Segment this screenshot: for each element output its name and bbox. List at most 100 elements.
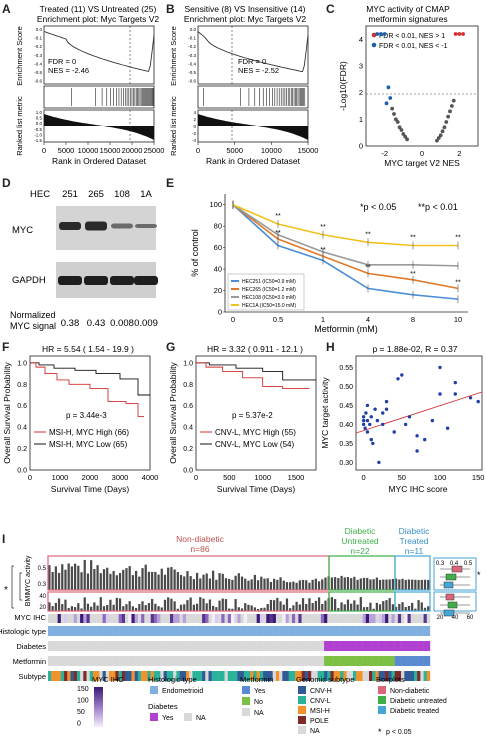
ytick-label: 0.2 (17, 446, 27, 453)
ytick-label: 80 (214, 222, 222, 231)
subtype-cell (157, 671, 161, 681)
myc-activity-bar (77, 565, 80, 590)
myc-activity-bar (163, 574, 167, 590)
diabetes-cell (394, 641, 399, 651)
panel-i-group2-n: n=22 (350, 546, 369, 556)
bmi-bar (96, 605, 99, 611)
hist-cell (128, 626, 132, 636)
ytick-label: 0.30 (339, 460, 353, 467)
ihc-cell (240, 614, 245, 623)
metformin-cell (86, 656, 90, 666)
ihc-cell (105, 614, 110, 623)
subtype-cell (388, 671, 392, 681)
subtype-cell (314, 671, 318, 681)
diabetes-cell (86, 641, 90, 651)
subtype-cell (420, 671, 424, 681)
subtype-cell (54, 671, 58, 681)
hist-cell (336, 626, 341, 636)
hist-cell (131, 626, 135, 636)
diabetes-cell (311, 641, 315, 651)
ihc-cell (112, 614, 116, 623)
bmi-bar (154, 603, 157, 611)
hist-cell (121, 626, 126, 636)
ytick-label: 0.0 (17, 468, 27, 475)
ihc-cell (163, 614, 167, 623)
panel-i-group1-n: n=86 (190, 544, 209, 554)
panel-i-leg-ihc-title: MYC IHC (92, 675, 124, 684)
subtype-cell (269, 671, 273, 681)
myc-activity-bar (128, 566, 131, 590)
myc-activity-bar (54, 566, 57, 590)
hist-cell (378, 626, 383, 636)
metformin-cell (288, 656, 293, 666)
scatter-point (379, 32, 383, 36)
scatter-point (364, 411, 368, 415)
bmi-bar (285, 598, 289, 611)
hist-cell (349, 626, 354, 636)
panel-i-star-left: * (4, 585, 8, 596)
hist-cell (227, 626, 232, 636)
panel-b-title1: Sensitive (8) VS Insensitive (14) (185, 4, 306, 14)
subtype-cell (208, 671, 212, 681)
metformin-cell (137, 656, 142, 666)
bmi-bar (279, 601, 282, 611)
myc-activity-bar (234, 575, 237, 590)
diabetes-cell (192, 641, 196, 651)
myc-activity-bar (276, 579, 279, 590)
ytick-label: 20 (39, 605, 46, 611)
bmi-bar (330, 597, 334, 611)
panel-i-group2b: Untreated (341, 536, 379, 546)
hist-cell (250, 626, 254, 636)
myc-band (111, 223, 133, 229)
scatter-point (461, 32, 465, 36)
diabetes-cell (391, 641, 395, 651)
ytick-label: 0.4 (17, 425, 27, 432)
hist-cell (410, 626, 415, 636)
metformin-cell (247, 656, 251, 666)
xtick-label: 2 (457, 149, 461, 158)
ihc-cell (375, 614, 379, 623)
subtype-cell (413, 671, 418, 681)
bmi-bar (86, 603, 90, 611)
ytick-label: 40 (214, 265, 222, 274)
panel-b-ylabel-bottom: Ranked list metric (169, 96, 178, 156)
myc-activity-bar (237, 573, 240, 590)
subtype-cell (362, 671, 366, 681)
scatter-point (445, 426, 450, 430)
subtype-cell (99, 671, 103, 681)
metformin-cell (352, 656, 357, 666)
bmi-bar (147, 603, 151, 611)
diabetes-cell (320, 641, 325, 651)
bmi-bar (51, 606, 54, 611)
panel-i-leg-hist-item: Endometrioid (162, 688, 203, 695)
myc-activity-bar (346, 577, 350, 590)
ytick-label: 0.35 (339, 441, 353, 448)
diabetes-cell (105, 641, 110, 651)
box-legend-swatch (378, 686, 386, 694)
myc-activity-bar (337, 578, 340, 590)
hist-cell (67, 626, 71, 636)
scatter-point (448, 109, 452, 114)
ihc-cell (385, 614, 389, 623)
diabetes-cell (64, 641, 68, 651)
subtype-cell (243, 671, 248, 681)
track-label: Histologic type (0, 627, 46, 636)
scatter-point (396, 377, 400, 381)
myc-activity-bar (385, 579, 388, 590)
hist-cell (160, 626, 164, 636)
scatter-point (453, 392, 457, 396)
diabetes-cell (417, 641, 421, 651)
subtype-cell (385, 671, 389, 681)
ihc-cell (256, 614, 261, 623)
subtype-cell (359, 671, 363, 681)
myc-activity-bar (70, 566, 74, 590)
subtype-cell (247, 671, 251, 681)
subtype-cell (330, 671, 334, 681)
hist-cell (186, 626, 190, 636)
bmi-bar (346, 599, 350, 611)
hist-cell (147, 626, 151, 636)
ihc-cell (70, 614, 74, 623)
metformin-cell (157, 656, 161, 666)
bmi-bar (67, 608, 70, 611)
diabetes-cell (423, 641, 427, 651)
